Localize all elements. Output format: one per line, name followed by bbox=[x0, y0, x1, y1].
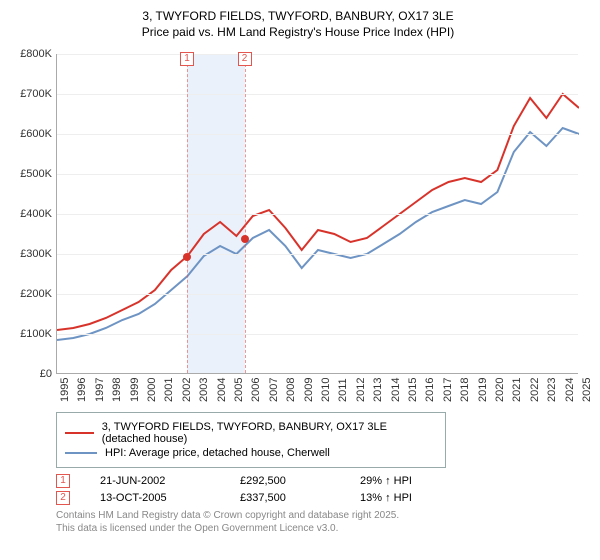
marker-label: 2 bbox=[238, 52, 252, 66]
marker-price: £337,500 bbox=[240, 492, 330, 504]
marker-price: £292,500 bbox=[240, 475, 330, 487]
marker-date: 21-JUN-2002 bbox=[100, 475, 210, 487]
marker-label: 1 bbox=[180, 52, 194, 66]
marker-line bbox=[245, 54, 246, 373]
marker-dot bbox=[183, 253, 191, 261]
page-title: 3, TWYFORD FIELDS, TWYFORD, BANBURY, OX1… bbox=[10, 8, 586, 24]
marker-dot bbox=[241, 235, 249, 243]
marker-row: 1 21-JUN-2002 £292,500 29% ↑ HPI bbox=[56, 474, 580, 488]
gridline bbox=[57, 54, 578, 55]
footnote: Contains HM Land Registry data © Crown c… bbox=[56, 509, 580, 535]
marker-row: 2 13-OCT-2005 £337,500 13% ↑ HPI bbox=[56, 491, 580, 505]
footnote-line: Contains HM Land Registry data © Crown c… bbox=[56, 509, 580, 522]
y-axis: £0£100K£200K£300K£400K£500K£600K£700K£80… bbox=[10, 54, 56, 374]
x-axis: 1995199619971998199920002001200220032004… bbox=[56, 374, 578, 406]
legend-label: 3, TWYFORD FIELDS, TWYFORD, BANBURY, OX1… bbox=[102, 421, 437, 445]
gridline bbox=[57, 254, 578, 255]
y-tick-label: £200K bbox=[20, 288, 52, 300]
legend-item: 3, TWYFORD FIELDS, TWYFORD, BANBURY, OX1… bbox=[65, 421, 437, 445]
y-tick-label: £0 bbox=[40, 368, 52, 380]
price-chart: £0 £100K £200K £300K £400K £500K £600K £700K £80… bbox=[10, 46, 586, 406]
page-subtitle: Price paid vs. HM Land Registry's House … bbox=[10, 24, 586, 40]
y-tick-label: £500K bbox=[20, 168, 52, 180]
legend-swatch bbox=[65, 452, 97, 454]
legend-label: HPI: Average price, detached house, Cher… bbox=[105, 447, 330, 459]
legend-item: HPI: Average price, detached house, Cher… bbox=[65, 447, 437, 459]
gridline bbox=[57, 94, 578, 95]
legend-swatch bbox=[65, 432, 94, 434]
y-tick-label: £600K bbox=[20, 128, 52, 140]
y-tick-label: £800K bbox=[20, 48, 52, 60]
marker-id-box: 1 bbox=[56, 474, 70, 488]
gridline bbox=[57, 294, 578, 295]
gridline bbox=[57, 334, 578, 335]
gridline bbox=[57, 174, 578, 175]
marker-delta: 29% ↑ HPI bbox=[360, 475, 412, 487]
gridline bbox=[57, 134, 578, 135]
marker-date: 13-OCT-2005 bbox=[100, 492, 210, 504]
gridline bbox=[57, 214, 578, 215]
footnote-line: This data is licensed under the Open Gov… bbox=[56, 522, 580, 535]
legend: 3, TWYFORD FIELDS, TWYFORD, BANBURY, OX1… bbox=[56, 412, 446, 468]
marker-id-box: 2 bbox=[56, 491, 70, 505]
y-tick-label: £400K bbox=[20, 208, 52, 220]
marker-line bbox=[187, 54, 188, 373]
y-tick-label: £100K bbox=[20, 328, 52, 340]
y-tick-label: £300K bbox=[20, 248, 52, 260]
y-tick-label: £700K bbox=[20, 88, 52, 100]
marker-delta: 13% ↑ HPI bbox=[360, 492, 412, 504]
markers-table: 1 21-JUN-2002 £292,500 29% ↑ HPI 2 13-OCT-200… bbox=[56, 474, 580, 505]
plot-area: 12 bbox=[56, 54, 578, 374]
